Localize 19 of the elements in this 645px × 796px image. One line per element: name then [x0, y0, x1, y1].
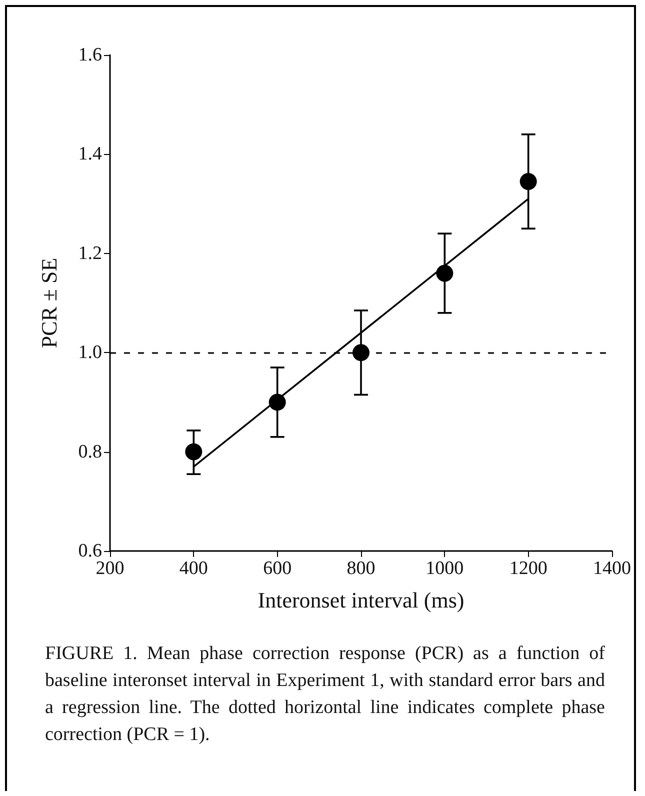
point	[268, 394, 286, 411]
point	[352, 344, 370, 362]
x-tick-label: 400	[179, 558, 208, 579]
x-tick-label: 1400	[593, 558, 631, 579]
y-tick-label: 1.0	[78, 342, 102, 364]
x-tick-label: 1000	[426, 558, 464, 579]
x-tick-label: 600	[263, 558, 292, 579]
point	[185, 443, 202, 460]
y-tick-label: 1.2	[78, 242, 102, 264]
y-axis-title: PCR ± SE	[36, 258, 62, 348]
point	[520, 172, 537, 190]
x-axis-title: Interonset interval (ms)	[258, 588, 464, 612]
y-tick-label: 0.8	[78, 441, 102, 462]
y-tick-label: 1.4	[78, 144, 102, 165]
x-tick-label: 800	[346, 558, 376, 579]
point	[436, 264, 454, 282]
caption: FIGURE 1. Mean phase correction response (PCR) as a function of baseline interonset interval in Experiment 1, with standard error bars and a regression line. The dotted horizontal line indicates complete phase correction (PCR = 1).	[45, 642, 605, 747]
y-tick-label: 1.6	[78, 44, 102, 66]
x-tick-label: 1200	[509, 558, 548, 579]
